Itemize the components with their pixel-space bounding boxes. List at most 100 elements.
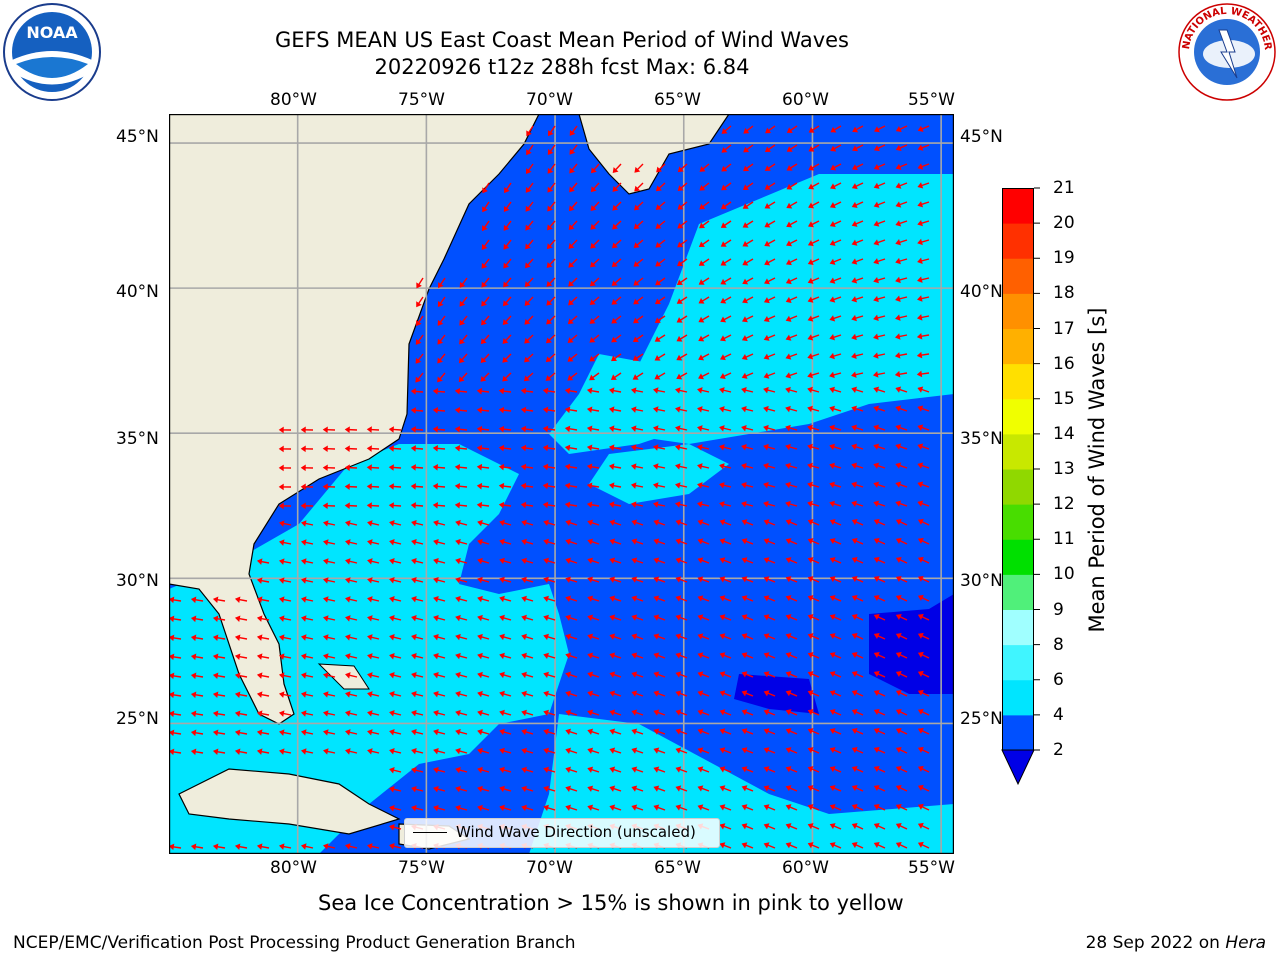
wave-direction-arrowhead	[567, 318, 574, 325]
wave-direction-arrowhead	[521, 671, 527, 679]
wave-direction-arrowhead	[741, 406, 747, 413]
wave-direction-arrowhead	[520, 425, 527, 433]
wave-direction-arrow	[723, 578, 732, 583]
wave-direction-arrow	[547, 616, 556, 621]
wave-direction-arrow	[899, 464, 908, 469]
wave-direction-arrowhead	[631, 709, 638, 716]
wave-direction-arrowhead	[719, 425, 725, 432]
wave-direction-arrowhead	[388, 483, 394, 490]
wave-direction-arrow	[547, 654, 556, 659]
wave-direction-arrowhead	[546, 262, 553, 268]
wave-direction-arrow	[833, 446, 842, 450]
wave-direction-arrow	[593, 182, 600, 190]
wave-direction-arrowhead	[851, 462, 858, 469]
colorbar-tick-label: 19	[1053, 248, 1075, 269]
noaa-logo: NOAA	[2, 2, 102, 102]
wave-direction-arrowhead	[786, 165, 793, 171]
wave-direction-arrowhead	[764, 259, 771, 266]
wave-direction-arrowhead	[564, 482, 571, 490]
wave-direction-arrowhead	[807, 766, 814, 773]
wave-direction-arrowhead	[786, 221, 793, 228]
footer-date: 28 Sep 2022 on	[1085, 933, 1226, 953]
wave-direction-arrow	[789, 787, 798, 792]
wave-direction-arrow	[393, 522, 402, 526]
wave-direction-arrowhead	[256, 558, 263, 565]
wave-direction-arrow	[613, 578, 622, 583]
wave-direction-arrow	[613, 597, 622, 602]
wave-direction-arrow	[437, 750, 446, 754]
wave-direction-arrow	[701, 540, 710, 545]
wave-direction-arrowhead	[917, 727, 924, 734]
wave-direction-arrow	[899, 597, 908, 602]
wave-direction-arrowhead	[631, 766, 638, 773]
wave-direction-arrowhead	[829, 202, 836, 209]
nova-scotia-land	[578, 114, 730, 195]
wave-direction-arrow	[570, 258, 578, 266]
wave-direction-arrowhead	[633, 317, 640, 324]
wave-direction-arrowhead	[234, 710, 241, 717]
wave-direction-arrowhead	[190, 672, 197, 680]
wave-direction-arrowhead	[322, 426, 328, 434]
wave-direction-arrow	[767, 258, 776, 264]
wave-direction-arrowhead	[697, 538, 704, 545]
wave-direction-arrowhead	[742, 297, 749, 304]
wave-direction-arrowhead	[476, 463, 483, 471]
wave-direction-arrowhead	[631, 804, 638, 811]
wave-direction-arrowhead	[697, 463, 703, 470]
lon-label-bottom-70w: 70°W	[526, 858, 573, 878]
lat-label-left-45n: 45°N	[116, 127, 159, 147]
wave-direction-arrow	[767, 711, 776, 716]
wave-direction-arrow	[899, 144, 908, 149]
wave-direction-arrow	[216, 731, 226, 735]
wave-direction-arrow	[613, 427, 622, 431]
wave-direction-arrowhead	[763, 405, 769, 413]
wave-direction-arrowhead	[807, 671, 814, 678]
wave-direction-arrowhead	[654, 317, 661, 323]
wave-direction-arrowhead	[873, 424, 880, 431]
wave-direction-arrow	[833, 315, 842, 320]
wave-direction-arrowhead	[917, 632, 924, 639]
wave-direction-arrow	[877, 654, 886, 659]
wave-direction-arrowhead	[278, 577, 285, 584]
wave-direction-arrow	[745, 521, 754, 526]
wave-direction-arrowhead	[741, 804, 748, 811]
wave-direction-arrowhead	[785, 334, 792, 341]
wave-direction-arrow	[767, 163, 776, 170]
wave-direction-arrowhead	[455, 728, 461, 736]
wave-direction-arrowhead	[345, 843, 351, 850]
wave-direction-arrowhead	[763, 353, 770, 360]
wave-direction-arrowhead	[256, 672, 263, 679]
wave-direction-arrow	[833, 389, 842, 393]
wave-direction-arrow	[483, 296, 490, 304]
wave-direction-arrow	[833, 334, 842, 339]
wave-direction-arrow	[899, 711, 908, 716]
wave-direction-arrow	[746, 144, 754, 151]
wave-direction-arrow	[570, 239, 578, 247]
wave-direction-arrow	[418, 277, 424, 286]
wave-direction-arrowhead	[410, 445, 416, 452]
wave-direction-arrow	[349, 674, 358, 678]
wave-direction-arrow	[657, 465, 666, 469]
wave-direction-arrow	[261, 598, 270, 602]
wave-direction-arrow	[613, 389, 622, 393]
wave-direction-arrow	[899, 163, 908, 168]
wave-direction-arrowhead	[653, 785, 660, 792]
wave-direction-arrowhead	[895, 182, 902, 189]
wave-direction-arrowhead	[807, 334, 814, 341]
wave-direction-arrowhead	[455, 785, 461, 793]
wave-direction-arrowhead	[830, 126, 837, 133]
wave-direction-arrow	[525, 674, 534, 678]
wave-direction-arrowhead	[675, 444, 681, 451]
wave-direction-arrow	[658, 258, 666, 265]
wave-direction-arrowhead	[873, 803, 880, 811]
wave-direction-arrow	[569, 578, 578, 583]
wave-direction-arrowhead	[851, 220, 858, 227]
wave-direction-arrow	[921, 426, 930, 431]
colorbar-tick-label: 21	[1053, 178, 1075, 198]
wave-direction-arrow	[194, 637, 204, 640]
wave-direction-arrowhead	[565, 671, 572, 678]
wave-direction-arrow	[393, 788, 402, 792]
wave-direction-arrowhead	[481, 243, 488, 250]
wave-direction-arrow	[767, 296, 776, 302]
lon-label-top-60w: 60°W	[782, 90, 829, 110]
